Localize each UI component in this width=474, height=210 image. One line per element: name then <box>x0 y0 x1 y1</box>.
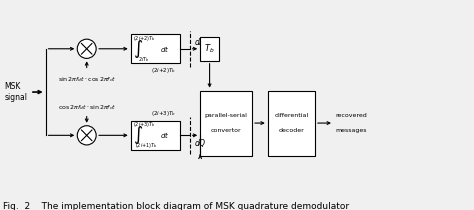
Text: decoder: decoder <box>279 128 304 133</box>
Text: $\cos 2\pi f_d t \cdot \sin 2\pi f_c t$: $\cos 2\pi f_d t \cdot \sin 2\pi f_c t$ <box>57 103 116 112</box>
Text: $(2i{+}3)T_b$: $(2i{+}3)T_b$ <box>133 120 155 129</box>
Text: $(2i{+}2)T_b$: $(2i{+}2)T_b$ <box>151 66 176 75</box>
Bar <box>200 91 252 156</box>
Text: $dI$: $dI$ <box>193 36 202 47</box>
Bar <box>131 121 180 150</box>
Circle shape <box>77 126 96 145</box>
Circle shape <box>77 39 96 58</box>
Text: $\sin 2\pi f_d t \cdot \cos 2\pi f_c t$: $\sin 2\pi f_d t \cdot \cos 2\pi f_c t$ <box>57 76 116 84</box>
Text: $dQ$: $dQ$ <box>193 136 206 148</box>
Text: $T_b$: $T_b$ <box>204 43 215 55</box>
Text: differential: differential <box>274 113 309 118</box>
Text: parallel-serial: parallel-serial <box>205 113 247 118</box>
Text: $dt$: $dt$ <box>160 44 169 54</box>
Bar <box>200 37 219 61</box>
Text: MSK
signal: MSK signal <box>4 82 27 102</box>
Text: $\int$: $\int$ <box>133 124 143 146</box>
Text: $(2i{+}3)T_b$: $(2i{+}3)T_b$ <box>151 109 176 118</box>
Text: messages: messages <box>335 128 367 133</box>
Text: $\int$: $\int$ <box>133 38 143 60</box>
Text: recovered: recovered <box>335 113 367 118</box>
Text: Fig.  2    The implementation block diagram of MSK quadrature demodulator: Fig. 2 The implementation block diagram … <box>3 202 349 210</box>
Text: $(2i{+}1)T_b$: $(2i{+}1)T_b$ <box>136 141 158 150</box>
Bar <box>131 34 180 63</box>
Text: $2iT_b$: $2iT_b$ <box>138 55 150 64</box>
Bar <box>268 91 315 156</box>
Text: convertor: convertor <box>211 128 241 133</box>
Text: $dt$: $dt$ <box>160 130 169 140</box>
Text: $(2i{+}2)T_b$: $(2i{+}2)T_b$ <box>133 34 155 43</box>
